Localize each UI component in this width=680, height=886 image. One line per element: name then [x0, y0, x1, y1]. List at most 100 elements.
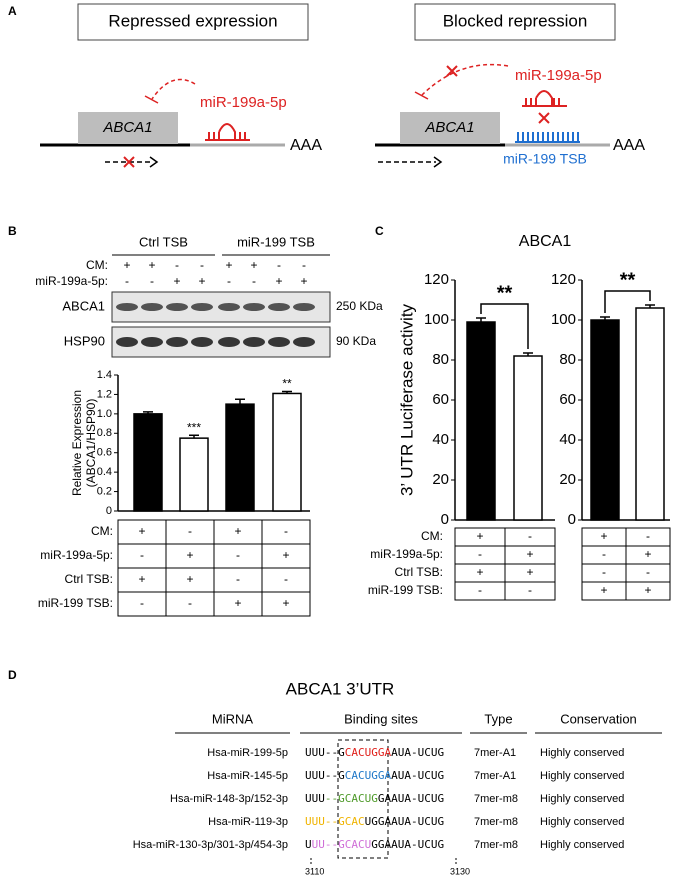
condition-sign: -	[646, 565, 650, 579]
mirna-name: Hsa-miR-130-3p/301-3p/454-3p	[133, 839, 288, 851]
band	[243, 337, 265, 347]
site-segment: GGAAUA-UCUG	[371, 838, 444, 851]
gene-box	[78, 112, 178, 144]
blot-label: HSP90	[64, 333, 105, 348]
mirna-hairpin	[522, 90, 567, 107]
band	[141, 337, 163, 347]
condition-sign: -	[236, 572, 240, 586]
y-tick-label: 0	[106, 505, 112, 517]
column-header: Conservation	[560, 711, 637, 726]
box-title: Blocked repression	[443, 11, 588, 30]
condition-sign: -	[602, 547, 606, 561]
site-type: 7mer-m8	[474, 793, 518, 805]
condition-sign: +	[600, 529, 607, 543]
gene-box	[400, 112, 500, 144]
condition-sign: +	[476, 529, 483, 543]
condition-label: Ctrl TSB:	[395, 565, 443, 579]
binding-site: UUU--GCACUGGAAUA-UCUG	[305, 746, 444, 759]
condition-sign: -	[478, 547, 482, 561]
significance-bracket	[604, 290, 651, 313]
condition-sign: -	[478, 583, 482, 597]
error-bar	[523, 352, 533, 356]
mirna-name: Hsa-miR-145-5p	[207, 770, 288, 782]
condition-sign: +	[186, 548, 193, 562]
site-type: 7mer-m8	[474, 839, 518, 851]
site-segment: AUA-UCUG	[391, 769, 444, 782]
column-header: Binding sites	[344, 711, 418, 726]
site-segment: UU--GCACU	[312, 838, 372, 851]
column-header: MiRNA	[212, 711, 253, 726]
condition-sign: -	[284, 572, 288, 586]
conservation: Highly conserved	[540, 747, 624, 759]
condition-sign: +	[526, 547, 533, 561]
blot-size: 250 KDa	[336, 299, 383, 313]
condition-sign: +	[526, 565, 533, 579]
mirna-label: miR-199a-5p	[200, 94, 287, 111]
y-tick-label: 120	[424, 271, 449, 288]
y-tick-label: 0.4	[97, 466, 112, 478]
mirna-name: Hsa-miR-148-3p/152-3p	[170, 793, 288, 805]
condition-sign: +	[138, 524, 145, 538]
significance-label: ***	[187, 420, 201, 434]
condition-sign: -	[188, 524, 192, 538]
block-x	[123, 156, 135, 168]
gene-label: ABCA1	[102, 119, 152, 136]
position-label: 3130	[450, 866, 470, 876]
condition-sign: +	[644, 583, 651, 597]
title-box	[77, 3, 309, 41]
condition-sign: +	[138, 572, 145, 586]
band	[243, 303, 265, 311]
condition-label: Ctrl TSB:	[65, 572, 113, 586]
arrow-head	[433, 156, 443, 168]
site-type: 7mer-A1	[474, 747, 516, 759]
site-segment: UGGAAUA-UCUG	[365, 815, 444, 828]
error-bar	[476, 317, 486, 322]
y-tick-label: 40	[432, 431, 449, 448]
error-bar	[189, 434, 199, 439]
block-x	[446, 65, 458, 77]
site-segment: U	[305, 838, 312, 851]
group-label: miR-199 TSB	[237, 234, 315, 249]
condition-sign: -	[646, 529, 650, 543]
site-segment: UUU--G	[305, 769, 345, 782]
site-segment: CACUGGA	[345, 746, 392, 759]
y-axis-label: Relative Expression	[70, 390, 84, 496]
band	[268, 303, 290, 311]
y-tick-label: 1.2	[97, 388, 112, 400]
tsb-label: miR-199 TSB	[503, 151, 587, 167]
significance-bracket	[480, 303, 529, 349]
y-tick-label: 0.6	[97, 447, 112, 459]
inhibit-bar	[414, 91, 429, 100]
condition-sign: +	[282, 548, 289, 562]
condition-label: miR-199a-5p:	[40, 548, 113, 562]
band	[141, 303, 163, 311]
condition-sign: -	[252, 274, 256, 288]
bar	[466, 321, 496, 521]
condition-sign: +	[600, 583, 607, 597]
box-title: Repressed expression	[108, 11, 277, 30]
significance-label: **	[282, 377, 292, 391]
condition-sign: +	[148, 258, 155, 272]
condition-sign: +	[282, 596, 289, 610]
bar	[272, 392, 302, 512]
y-tick-label: 100	[424, 311, 449, 328]
condition-sign: -	[175, 258, 179, 272]
repression-arrow	[421, 63, 509, 96]
y-tick-label: 20	[432, 471, 449, 488]
site-type: 7mer-m8	[474, 816, 518, 828]
bar	[225, 403, 255, 512]
binding-site: UUU--GCACUGGAAUA-UCUG	[305, 815, 444, 828]
table-title: ABCA1 3’UTR	[286, 679, 395, 698]
column-header: Type	[484, 711, 512, 726]
bar	[179, 437, 209, 512]
condition-sign: -	[200, 258, 204, 272]
blot-label: ABCA1	[62, 298, 105, 313]
tsb-probe	[515, 132, 580, 143]
condition-label: miR-199 TSB:	[368, 583, 443, 597]
band	[116, 337, 138, 347]
condition-sign: -	[125, 274, 129, 288]
condition-sign: -	[277, 258, 281, 272]
mirna-label: miR-199a-5p	[515, 67, 602, 84]
band	[218, 337, 240, 347]
site-segment: --GCACUG	[325, 792, 378, 805]
